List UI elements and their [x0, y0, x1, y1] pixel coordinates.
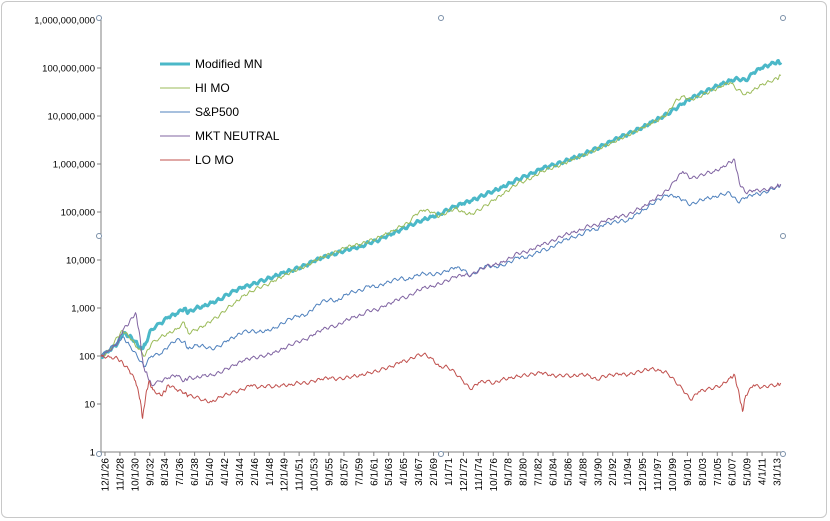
- legend-label: HI MO: [195, 81, 230, 95]
- x-tick-label: 5/1/09: [743, 458, 754, 486]
- x-tick-label: 7/1/05: [713, 458, 724, 486]
- x-axis-ticks: 12/1/26 11/1/28 10/1/30 9/1/32 8/1/34 7/1/36 6…: [101, 452, 784, 491]
- x-tick-label: 1/1/48: [265, 458, 276, 486]
- x-tick-label: 8/1/57: [339, 458, 350, 486]
- legend-label: Modified MN: [195, 57, 262, 71]
- x-tick-label: 3/1/44: [235, 458, 246, 486]
- x-tick-label: 5/1/63: [384, 458, 395, 486]
- series-line-modified-mn: [100, 59, 783, 360]
- resize-handle[interactable]: [780, 451, 786, 457]
- resize-handle[interactable]: [438, 15, 444, 21]
- chart-legend: Modified MN HI MO S&P500 MKT NEUTRAL LO MO: [160, 57, 280, 167]
- y-tick-label: 1,000,000,000: [34, 16, 95, 27]
- x-tick-label: 6/1/38: [190, 458, 201, 486]
- x-tick-label: 2/1/69: [429, 458, 440, 486]
- x-tick-label: 1/1/71: [444, 458, 455, 486]
- x-tick-label: 8/1/34: [160, 458, 171, 486]
- x-tick-label: 6/1/07: [728, 458, 739, 486]
- series-line-s-p500: [100, 184, 782, 368]
- y-tick-label: 10,000,000: [47, 112, 95, 123]
- x-tick-label: 11/1/97: [653, 458, 664, 491]
- y-tick-label: 1,000,000: [53, 160, 95, 171]
- x-tick-label: 3/1/90: [593, 458, 604, 486]
- x-tick-label: 4/1/65: [399, 458, 410, 486]
- x-tick-label: 4/1/42: [220, 458, 231, 486]
- x-tick-label: 9/1/78: [504, 458, 515, 486]
- x-tick-label: 10/1/99: [668, 458, 679, 492]
- x-tick-label: 11/1/74: [474, 458, 485, 491]
- x-tick-label: 3/1/67: [414, 458, 425, 486]
- resize-handle[interactable]: [96, 15, 102, 21]
- x-tick-label: 11/1/51: [295, 458, 306, 491]
- resize-handle[interactable]: [438, 451, 444, 457]
- resize-handle[interactable]: [96, 233, 102, 239]
- x-tick-label: 6/1/61: [369, 458, 380, 486]
- legend-label: S&P500: [195, 105, 239, 119]
- x-tick-label: 10/1/53: [310, 458, 321, 492]
- x-tick-label: 1/1/94: [623, 458, 634, 486]
- y-axis-ticks: 1 10 100 1,000 10,000 100,000 1,000,000 10,000,…: [34, 16, 101, 459]
- x-tick-label: 3/1/13: [773, 458, 784, 486]
- x-tick-label: 12/1/72: [459, 458, 470, 492]
- y-tick-label: 10,000: [66, 256, 95, 267]
- x-tick-label: 9/1/32: [145, 458, 156, 486]
- x-tick-label: 7/1/36: [175, 458, 186, 486]
- x-tick-label: 12/1/95: [638, 458, 649, 492]
- x-tick-label: 2/1/92: [608, 458, 619, 486]
- x-tick-label: 4/1/88: [578, 458, 589, 486]
- x-tick-label: 7/1/82: [534, 458, 545, 486]
- series-line-hi-mo: [100, 74, 782, 358]
- y-tick-label: 100,000: [61, 208, 95, 219]
- x-tick-label: 7/1/59: [354, 458, 365, 486]
- x-tick-label: 12/1/49: [280, 458, 291, 492]
- x-tick-label: 5/1/40: [205, 458, 216, 486]
- x-tick-label: 9/1/55: [325, 458, 336, 486]
- x-tick-label: 8/1/03: [698, 458, 709, 486]
- chart-series: [100, 59, 783, 419]
- plot-resize-handles[interactable]: [96, 15, 786, 457]
- legend-label: MKT NEUTRAL: [195, 129, 280, 143]
- y-tick-label: 10: [84, 400, 95, 411]
- x-tick-label: 8/1/80: [519, 458, 530, 486]
- resize-handle[interactable]: [780, 15, 786, 21]
- resize-handle[interactable]: [780, 233, 786, 239]
- x-tick-label: 6/1/84: [549, 458, 560, 486]
- x-tick-label: 9/1/01: [683, 458, 694, 486]
- y-tick-label: 1: [90, 448, 95, 459]
- x-tick-label: 10/1/76: [489, 458, 500, 492]
- y-tick-label: 100,000,000: [42, 64, 95, 75]
- x-tick-label: 11/1/28: [115, 458, 126, 491]
- x-tick-label: 4/1/11: [758, 458, 769, 485]
- legend-label: LO MO: [195, 153, 234, 167]
- x-tick-label: 12/1/26: [101, 458, 112, 492]
- series-line-lo-mo: [100, 352, 782, 419]
- x-tick-label: 5/1/86: [563, 458, 574, 486]
- series-line-mkt-neutral: [100, 158, 782, 387]
- y-tick-label: 1,000: [71, 304, 95, 315]
- y-tick-label: 100: [79, 352, 95, 363]
- x-tick-label: 10/1/30: [130, 458, 141, 492]
- resize-handle[interactable]: [96, 451, 102, 457]
- x-tick-label: 2/1/46: [250, 458, 261, 486]
